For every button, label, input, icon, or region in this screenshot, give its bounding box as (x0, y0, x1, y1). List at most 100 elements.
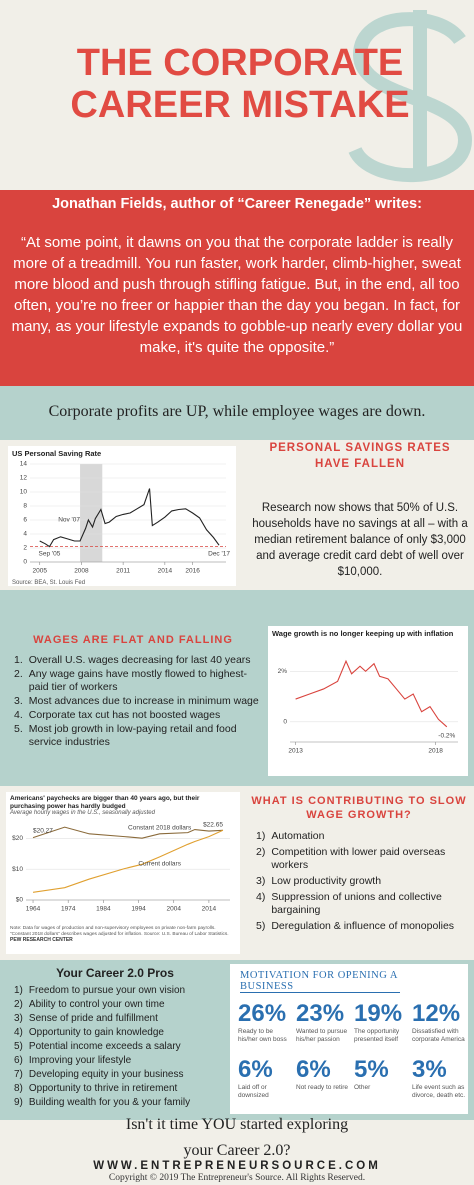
list-text: Potential income exceeds a salary (28, 1041, 181, 1052)
list-text: Most job growth in low-paying retail and… (28, 723, 237, 748)
chart-subtitle: Average hourly wages in the U.S., season… (10, 810, 155, 816)
x-tick-label: 2014 (202, 906, 217, 913)
contributing-list: 1) Automation 2) Competition with lower pai… (256, 830, 470, 936)
stat-value: 6% (296, 1056, 331, 1083)
stat-value: 19% (354, 1000, 403, 1027)
chart-title: US Personal Saving Rate (12, 449, 102, 458)
y-tick-label: 2 (23, 545, 27, 552)
x-tick-label: 1994 (131, 906, 146, 913)
chart-title: Wage growth is no longer keeping up with… (272, 629, 454, 638)
list-text: Low productivity growth (271, 875, 382, 887)
list-text: Opportunity to gain knowledge (28, 1027, 164, 1038)
stat-value: 5% (354, 1056, 389, 1083)
y-tick-label: 8 (23, 503, 27, 510)
annotation: Nov '07 (58, 517, 80, 524)
series-label: Current dollars (138, 861, 181, 868)
y-tick-label: $10 (12, 866, 23, 873)
list-text: Building wealth for you & your family (28, 1097, 191, 1108)
y-tick-label: 2% (278, 668, 288, 675)
x-tick-label: 1974 (61, 906, 76, 913)
list-text: Competition with lower paid overseas wor… (271, 846, 446, 871)
motivation-box: MOTIVATION FOR OPENING A BUSINESS 26% Rea… (230, 964, 468, 1114)
list-text: Most advances due to increase in minimum… (28, 695, 259, 707)
stat: 3% Life event such as divorce, death etc. (412, 1056, 468, 1100)
chart-box: Americans' paychecks are bigger than 40 … (6, 792, 240, 954)
banner-section: Corporate profits are UP, while employee… (0, 386, 474, 440)
shaded-period (80, 464, 103, 562)
attribution: Jonathan Fields, author of “Career Reneg… (52, 196, 422, 212)
y-tick-label: 10 (20, 489, 28, 496)
list-item: 1) Freedom to pursue your own vision (14, 984, 226, 998)
list-text: Suppression of unions and collective bar… (271, 891, 442, 916)
copyright: Copyright © 2019 The Entrepreneur's Sour… (108, 1173, 366, 1183)
url: WWW.ENTREPRENEURSOURCE.COM (93, 1160, 381, 1172)
quote-section: Jonathan Fields, author of “Career Reneg… (0, 190, 474, 386)
list-text: Improving your lifestyle (28, 1055, 132, 1066)
list-text: Deregulation & influence of monopolies (271, 920, 455, 932)
stat-label: Wanted to pursue his/her passion (296, 1028, 348, 1043)
list-marker: 4) (256, 891, 266, 903)
chart-note: Note: Data for wages of production and n… (10, 926, 229, 937)
pros-heading: Your Career 2.0 Pros (56, 966, 174, 980)
stat-value: 6% (238, 1056, 273, 1083)
list-item: 1. Overall U.S. wages decreasing for last… (14, 654, 266, 667)
list-marker: 2) (14, 999, 23, 1010)
y-tick-label: 0 (283, 719, 287, 726)
chart-title: Americans' paychecks are bigger than 40 … (10, 795, 200, 810)
list-text: Corporate tax cut has not boosted wages (28, 709, 221, 721)
line-chart: 0 2% 2013 2018 -0.2% (278, 659, 458, 755)
list-item: 4. Corporate tax cut has not boosted wage… (14, 709, 266, 722)
list-marker: 3. (14, 695, 23, 707)
list-marker: 6) (14, 1055, 23, 1066)
list-text: Developing equity in your business (28, 1069, 184, 1080)
list-marker: 5) (14, 1041, 23, 1052)
list-item: 2. Any wage gains have mostly flowed to h… (14, 668, 266, 694)
y-tick-label: $20 (12, 835, 23, 842)
x-tick-label: 2008 (74, 568, 89, 575)
list-marker: 1. (14, 654, 23, 666)
annotation: $22.65 (203, 821, 223, 828)
title: THE CORPORATE CAREER MISTAKE (70, 42, 410, 126)
stat-value: 12% (412, 1000, 461, 1027)
banner: Corporate profits are UP, while employee… (48, 403, 426, 420)
y-tick-label: $0 (16, 897, 24, 904)
list-marker: 7) (14, 1069, 23, 1080)
list-marker: 5. (14, 723, 23, 735)
stat-value: 3% (412, 1056, 447, 1083)
stat: 19% The opportunity presented itself (354, 1000, 410, 1044)
list-text: Automation (271, 830, 325, 842)
annotation: $20.27 (33, 827, 53, 834)
list-text: Ability to control your own time (28, 999, 165, 1010)
list-item: 2) Ability to control your own time (14, 998, 226, 1012)
series-label: Constant 2018 dollars (128, 825, 192, 832)
list-item: 4) Suppression of unions and collective b… (256, 891, 470, 917)
y-tick-label: 12 (20, 475, 28, 482)
series-line (295, 659, 448, 728)
chart-box: Wage growth is no longer keeping up with… (268, 626, 468, 776)
stat-label: Dissatisfied with corporate America (412, 1028, 465, 1043)
list-marker: 4) (14, 1027, 23, 1038)
list-marker: 4. (14, 709, 23, 721)
pros-section: Your Career 2.0 Pros 1) Freedom to pursue… (0, 960, 474, 1120)
footer: Isn't it time YOU started exploring your… (0, 1116, 474, 1185)
chart-credit: PEW RESEARCH CENTER (10, 937, 73, 944)
x-tick-label: 2004 (166, 906, 181, 913)
savings-heading: PERSONAL SAVINGS RATES HAVE FALLEN (269, 442, 451, 470)
line-chart: $0 $10 $20 1964 1974 1984 1994 2004 2014 Constant… (12, 821, 230, 913)
annotation: Dec '17 (208, 550, 230, 557)
stat-value: 23% (296, 1000, 345, 1027)
stat: 26% Ready to be his/her own boss (238, 1000, 294, 1044)
list-item: 3) Low productivity growth (256, 875, 470, 888)
stat: 12% Dissatisfied with corporate America (412, 1000, 468, 1044)
quote: “At some point, it dawns on you that the… (11, 234, 463, 356)
list-item: 1) Automation (256, 830, 470, 843)
list-text: Sense of pride and fulfillment (28, 1013, 158, 1024)
annotation: Sep '05 (39, 550, 61, 557)
list-marker: 5) (256, 920, 266, 932)
list-item: 5. Most job growth in low-paying retail a… (14, 723, 266, 749)
list-item: 5) Potential income exceeds a salary (14, 1040, 226, 1054)
annotation: -0.2% (438, 732, 455, 739)
list-item: 2) Competition with lower paid overseas w… (256, 846, 470, 872)
list-item: 5) Deregulation & influence of monopolies (256, 920, 470, 933)
stat-label: Ready to be his/her own boss (238, 1028, 287, 1043)
